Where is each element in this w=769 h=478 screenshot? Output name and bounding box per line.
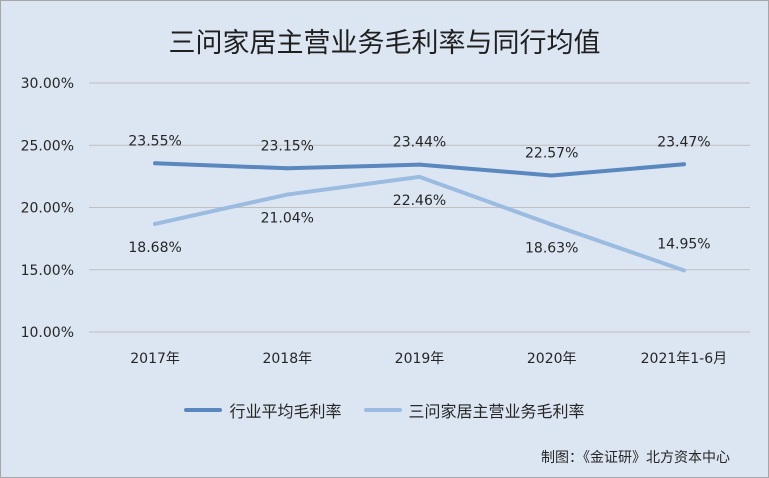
x-tick-label: 2018年 bbox=[262, 351, 312, 367]
data-label-industry: 23.15% bbox=[261, 138, 314, 154]
legend-label-industry: 行业平均毛利率 bbox=[229, 402, 342, 421]
data-label-industry: 23.47% bbox=[657, 134, 710, 150]
legend-item-industry: 行业平均毛利率 bbox=[184, 398, 342, 422]
data-label-company: 18.68% bbox=[128, 240, 181, 256]
data-label-company: 18.63% bbox=[525, 241, 578, 257]
y-tick-label: 25.00% bbox=[21, 138, 74, 154]
data-point bbox=[285, 192, 290, 197]
legend: 行业平均毛利率 三问家居主营业务毛利率 bbox=[1, 398, 768, 422]
y-tick-label: 30.00% bbox=[21, 76, 74, 92]
chart-title: 三问家居主营业务毛利率与同行均值 bbox=[168, 28, 601, 59]
x-tick-label: 2017年 bbox=[130, 351, 180, 367]
data-label-company: 14.95% bbox=[657, 236, 710, 252]
data-label-company: 21.04% bbox=[261, 211, 314, 227]
data-point bbox=[681, 268, 686, 273]
company-margin-line bbox=[153, 174, 686, 273]
data-label-industry: 22.57% bbox=[525, 146, 578, 162]
y-tick-label: 10.00% bbox=[21, 325, 74, 341]
y-tick-label: 15.00% bbox=[21, 263, 74, 279]
data-point bbox=[549, 173, 554, 178]
legend-swatch-company bbox=[363, 408, 402, 412]
data-point bbox=[417, 174, 422, 179]
data-point bbox=[417, 162, 422, 167]
legend-item-company: 三问家居主营业务毛利率 bbox=[363, 398, 585, 422]
x-tick-label: 2020年 bbox=[527, 351, 577, 367]
data-label-company: 22.46% bbox=[393, 193, 446, 209]
data-point bbox=[549, 222, 554, 227]
legend-label-company: 三问家居主营业务毛利率 bbox=[408, 402, 585, 421]
data-label-industry: 23.44% bbox=[393, 135, 446, 151]
data-point bbox=[153, 161, 158, 166]
data-point bbox=[681, 162, 686, 167]
legend-swatch-industry bbox=[184, 408, 223, 412]
chart-credit: 制图：《金证研》北方资本中心 bbox=[541, 450, 730, 466]
y-tick-label: 20.00% bbox=[21, 201, 74, 217]
data-point bbox=[153, 221, 158, 226]
x-tick-label: 2021年1-6月 bbox=[641, 351, 728, 367]
data-label-industry: 23.55% bbox=[128, 133, 181, 149]
data-point bbox=[285, 166, 290, 171]
x-tick-label: 2019年 bbox=[395, 351, 445, 367]
